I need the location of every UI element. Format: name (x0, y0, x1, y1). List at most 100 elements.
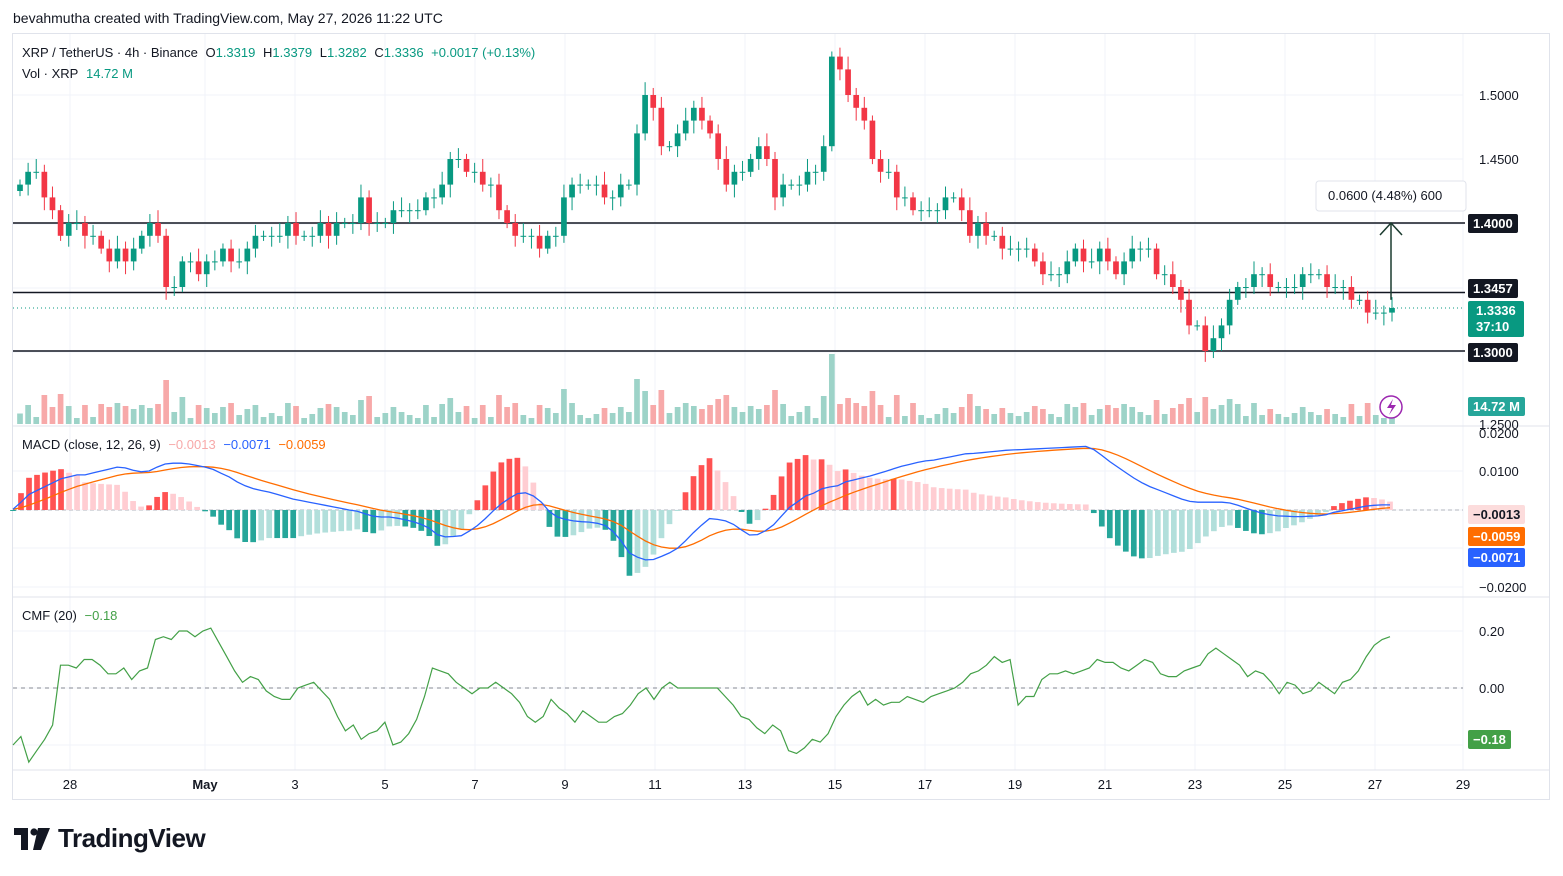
time-axis-label: 11 (648, 777, 662, 792)
candle-body (171, 287, 178, 288)
macd-histogram-bar (1082, 504, 1089, 510)
tradingview-logo[interactable]: TradingView (14, 823, 206, 854)
price-axis-label: 1.4500 (1479, 152, 1519, 167)
volume-bar (1015, 416, 1022, 424)
candle-body (544, 235, 551, 249)
macd-histogram-bar (1219, 510, 1225, 527)
volume-bar (1299, 407, 1306, 424)
macd-histogram-bar (58, 469, 64, 510)
candle-body (423, 197, 429, 211)
macd-histogram-bar (1058, 503, 1065, 510)
candle-body (1283, 287, 1290, 288)
volume-bar (958, 407, 965, 424)
macd-signal-tag: −0.0059 (1468, 527, 1526, 546)
macd-histogram-bar (1339, 503, 1345, 510)
macd-histogram-bar (698, 465, 705, 510)
volume-bar (1251, 403, 1257, 424)
volume-bar (837, 404, 843, 424)
macd-histogram-bar (1187, 510, 1193, 550)
volume-bar (731, 407, 738, 424)
volume-bar (828, 354, 835, 424)
volume-bar (658, 390, 665, 424)
volume-bar (82, 405, 88, 424)
volume-label[interactable]: Vol · XRP (22, 66, 79, 81)
macd-histogram-bar (1275, 510, 1281, 532)
macd-histogram-bar (722, 482, 729, 510)
volume-bar (528, 418, 535, 424)
volume-bar (1178, 404, 1184, 424)
low-label: L (319, 45, 327, 60)
volume-bar (1137, 412, 1144, 424)
candle-body (1121, 261, 1127, 275)
macd-histogram-bar (610, 510, 617, 541)
macd-histogram-bar (146, 505, 152, 510)
macd-histogram-bar (594, 510, 601, 528)
candle-body (1145, 248, 1152, 250)
volume-bar (1186, 398, 1192, 424)
macd-histogram-bar (1387, 501, 1393, 510)
volume-bar (285, 403, 291, 424)
candle-body (366, 197, 372, 223)
measure-box (1315, 180, 1467, 212)
price-axis-label: 1.5000 (1479, 88, 1519, 103)
macd-histogram-bar (282, 510, 289, 539)
volume-bar (707, 405, 713, 424)
volume-bar (228, 403, 234, 424)
candle-body (626, 184, 632, 186)
macd-histogram-bar (962, 489, 969, 510)
candle-body (187, 261, 194, 263)
volume-bar (755, 409, 762, 424)
candle-body (1161, 274, 1168, 276)
volume-bar (877, 405, 884, 424)
macd-histogram-bar (250, 510, 257, 543)
candle-body (1153, 248, 1160, 275)
macd-label[interactable]: MACD (close, 12, 26, 9) (22, 437, 161, 452)
price-axis-label: 1.2500 (1479, 417, 1519, 432)
macd-histogram-bar (842, 469, 849, 510)
candle-body (812, 171, 819, 173)
volume-bar (1113, 408, 1119, 424)
volume-bar (869, 391, 876, 424)
cmf-label[interactable]: CMF (20) (22, 608, 77, 623)
macd-histogram-bar (1251, 510, 1257, 534)
macd-histogram-bar (890, 478, 897, 510)
volume-bar (431, 417, 437, 424)
macd-histogram-bar (410, 510, 417, 528)
macd-histogram-bar (1283, 510, 1289, 528)
symbol-label[interactable]: XRP / TetherUS · 4h · Binance (22, 45, 198, 60)
volume-bar (138, 405, 145, 424)
candle-body (496, 184, 502, 211)
volume-bar (1332, 414, 1339, 424)
candle-body (1178, 287, 1184, 300)
candle-body (1332, 287, 1339, 288)
macd-histogram-bar (266, 510, 273, 539)
macd-histogram-bar (674, 510, 681, 511)
macd-histogram-bar (82, 482, 88, 510)
candle-body (106, 248, 113, 262)
volume-bar (374, 417, 381, 424)
macd-histogram-bar (738, 510, 745, 512)
candle-body (309, 235, 316, 237)
candle-body (293, 223, 299, 236)
candle-body (1072, 248, 1079, 262)
volume-bar (1096, 409, 1103, 424)
volume-bar (301, 418, 307, 424)
volume-bar (1088, 415, 1095, 424)
candle-body (885, 171, 892, 173)
macd-histogram-bar (1090, 510, 1097, 514)
open-value: 1.3319 (215, 45, 256, 60)
candle-body (739, 171, 746, 173)
volume-bar (73, 418, 80, 424)
volume-bar (366, 396, 372, 424)
candle-body (1251, 274, 1257, 287)
cmf-value: −0.18 (84, 608, 118, 623)
candle-body (1080, 248, 1087, 262)
candle-body (820, 146, 827, 172)
volume-bar (699, 409, 705, 424)
candle-body (707, 120, 713, 134)
macd-histogram-bar (1154, 510, 1161, 556)
price-tag-1300: 1.3000 (1468, 343, 1518, 362)
macd-histogram-bar (442, 510, 449, 545)
volume-bar (1259, 415, 1265, 424)
